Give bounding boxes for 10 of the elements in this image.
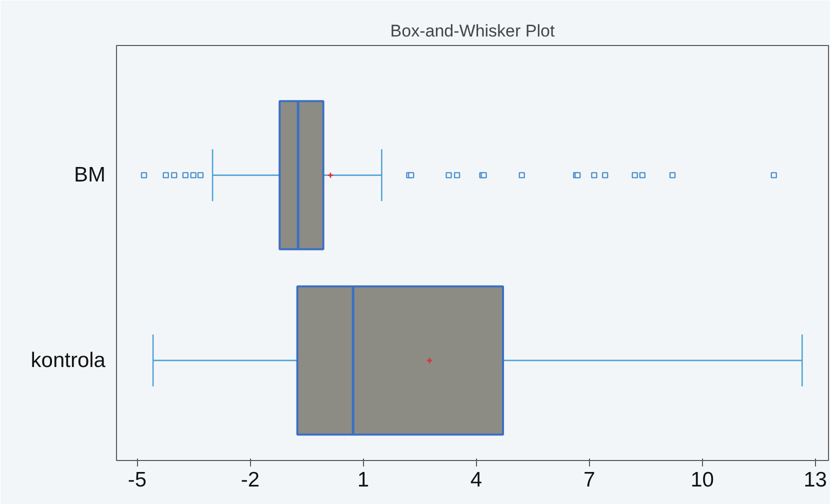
x-tick-label: 1 xyxy=(357,468,370,492)
chart-title: Box-and-Whisker Plot xyxy=(390,22,555,40)
x-tick-label: 4 xyxy=(470,468,482,492)
x-tick-label: 10 xyxy=(690,468,714,492)
x-tick-label: -5 xyxy=(128,468,147,492)
x-tick-label: 13 xyxy=(804,468,827,492)
x-tick-label: -2 xyxy=(240,468,260,492)
x-tick-label: 7 xyxy=(583,468,596,492)
y-tick-label: kontrola xyxy=(30,348,106,372)
y-tick-label: BM xyxy=(74,164,106,187)
